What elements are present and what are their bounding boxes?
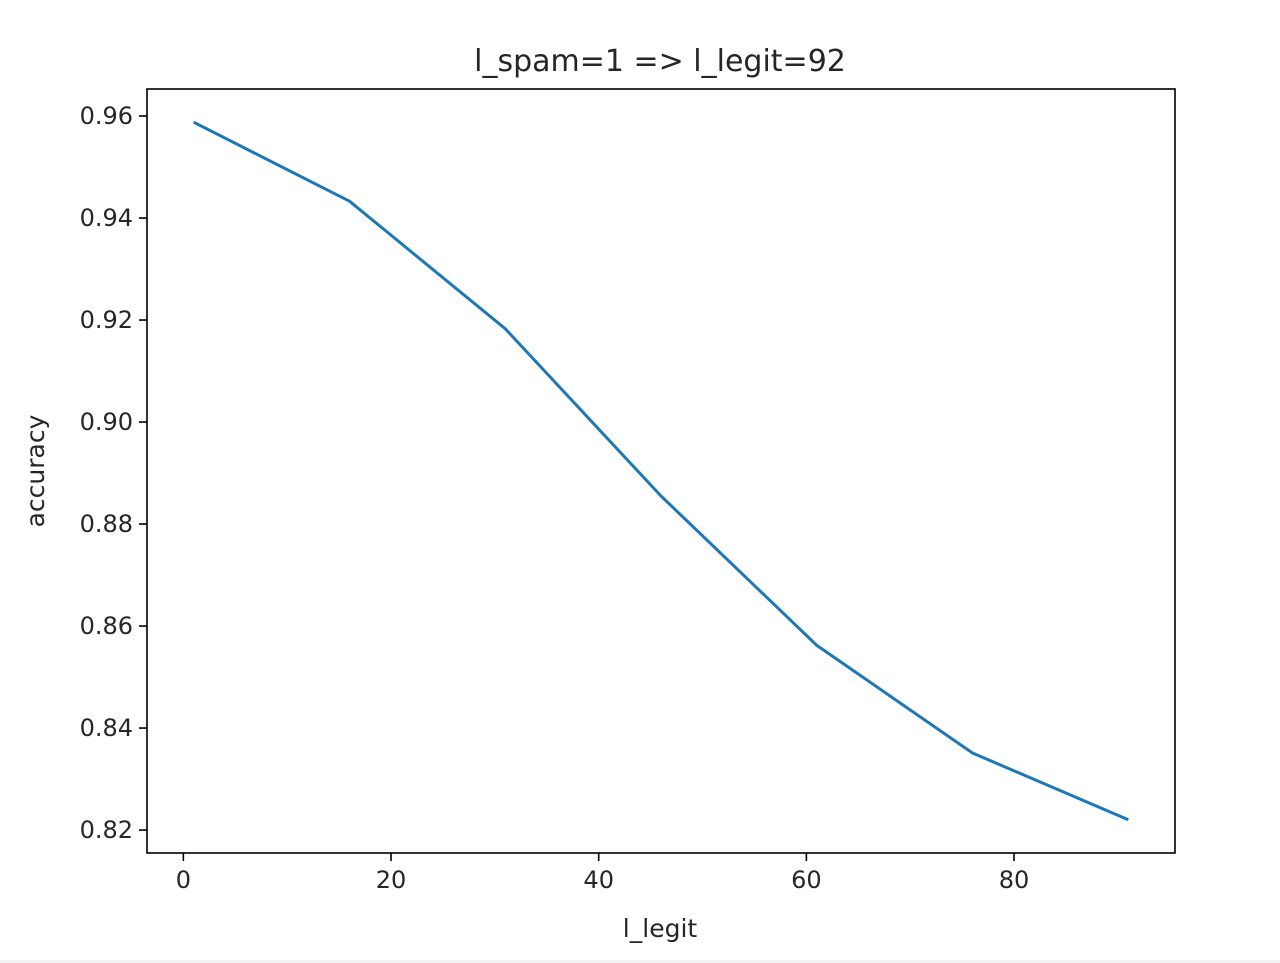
x-tick-label: 40 [583, 866, 614, 894]
y-tick-label: 0.88 [80, 510, 133, 538]
y-axis: 0.82 0.84 0.86 0.88 0.90 0.92 0.94 0.96 [80, 102, 147, 844]
y-tick-label: 0.92 [80, 306, 133, 334]
y-axis-label: accuracy [21, 414, 50, 527]
y-tick-label: 0.90 [80, 408, 133, 436]
series-line [193, 120, 1129, 822]
x-axis: 0 20 40 60 80 [176, 853, 1030, 894]
x-tick-label: 20 [376, 866, 407, 894]
x-tick-label: 0 [176, 866, 191, 894]
x-tick-label: 80 [999, 866, 1030, 894]
y-tick-label: 0.84 [80, 714, 133, 742]
x-axis-label: l_legit [623, 914, 698, 943]
axes-frame [146, 88, 1176, 854]
y-tick-label: 0.94 [80, 204, 133, 232]
y-tick-label: 0.82 [80, 816, 133, 844]
y-tick-label: 0.86 [80, 612, 133, 640]
x-tick-label: 60 [791, 866, 822, 894]
bottom-strip [0, 960, 1280, 963]
chart-title: l_spam=1 => l_legit=92 [474, 44, 846, 79]
y-tick-label: 0.96 [80, 102, 133, 130]
